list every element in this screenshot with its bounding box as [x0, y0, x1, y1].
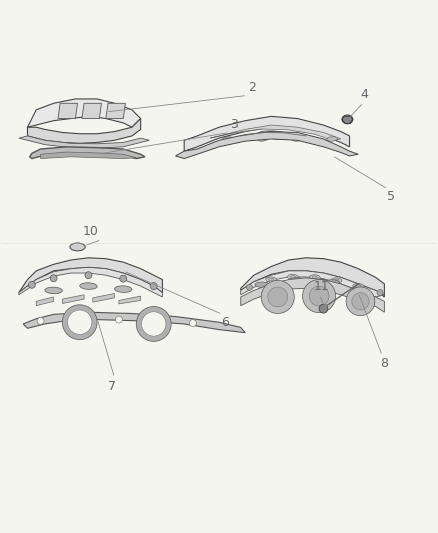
Polygon shape: [28, 99, 141, 127]
Text: 6: 6: [222, 316, 230, 329]
Polygon shape: [19, 258, 162, 293]
Polygon shape: [82, 103, 102, 118]
Polygon shape: [241, 278, 385, 312]
Circle shape: [116, 316, 122, 323]
Ellipse shape: [290, 276, 296, 278]
Circle shape: [120, 275, 127, 282]
Circle shape: [346, 287, 375, 316]
Text: 8: 8: [380, 357, 389, 370]
Text: 2: 2: [248, 80, 256, 94]
Polygon shape: [23, 312, 245, 333]
Ellipse shape: [353, 284, 364, 289]
Circle shape: [268, 287, 288, 307]
Ellipse shape: [255, 282, 270, 288]
Text: 11: 11: [314, 280, 329, 294]
Ellipse shape: [266, 277, 277, 282]
Circle shape: [62, 305, 97, 340]
Ellipse shape: [288, 274, 298, 280]
Circle shape: [261, 280, 294, 313]
Ellipse shape: [292, 137, 303, 141]
Text: 10: 10: [83, 225, 99, 238]
Text: 3: 3: [230, 118, 238, 131]
Ellipse shape: [334, 279, 339, 282]
Polygon shape: [41, 152, 136, 158]
Ellipse shape: [45, 287, 62, 294]
Polygon shape: [19, 268, 162, 297]
Polygon shape: [62, 295, 84, 303]
Ellipse shape: [356, 285, 361, 287]
Ellipse shape: [312, 276, 318, 279]
Ellipse shape: [309, 274, 320, 280]
Circle shape: [85, 272, 92, 279]
Ellipse shape: [222, 137, 233, 141]
Circle shape: [136, 306, 171, 341]
Ellipse shape: [327, 137, 338, 141]
Polygon shape: [36, 297, 53, 305]
Circle shape: [141, 312, 166, 336]
Circle shape: [303, 279, 336, 313]
Text: 5: 5: [387, 190, 395, 203]
Circle shape: [319, 304, 328, 313]
Text: 4: 4: [361, 88, 369, 101]
Circle shape: [352, 293, 369, 310]
Circle shape: [321, 279, 326, 286]
Polygon shape: [93, 294, 115, 302]
Polygon shape: [119, 296, 141, 304]
Ellipse shape: [257, 137, 268, 141]
Ellipse shape: [331, 278, 342, 283]
Polygon shape: [241, 258, 385, 297]
Circle shape: [377, 289, 383, 296]
Polygon shape: [30, 147, 145, 158]
Text: 7: 7: [108, 379, 117, 393]
Circle shape: [150, 282, 157, 289]
Ellipse shape: [268, 278, 274, 281]
Circle shape: [28, 281, 35, 288]
Ellipse shape: [342, 115, 353, 124]
Polygon shape: [28, 118, 141, 143]
Circle shape: [286, 280, 292, 286]
Polygon shape: [210, 125, 341, 140]
Ellipse shape: [290, 278, 305, 283]
Circle shape: [355, 284, 361, 290]
Ellipse shape: [80, 283, 97, 289]
Circle shape: [37, 318, 44, 325]
Circle shape: [309, 286, 329, 306]
Polygon shape: [176, 132, 358, 158]
Circle shape: [189, 320, 196, 327]
Polygon shape: [19, 136, 149, 148]
Ellipse shape: [115, 286, 132, 293]
Polygon shape: [58, 103, 78, 118]
Polygon shape: [184, 116, 350, 151]
Polygon shape: [241, 271, 385, 297]
Circle shape: [247, 284, 253, 290]
Ellipse shape: [325, 280, 340, 286]
Ellipse shape: [258, 131, 293, 139]
Polygon shape: [106, 103, 125, 118]
Circle shape: [67, 310, 92, 334]
Circle shape: [50, 275, 57, 282]
Ellipse shape: [70, 243, 85, 251]
